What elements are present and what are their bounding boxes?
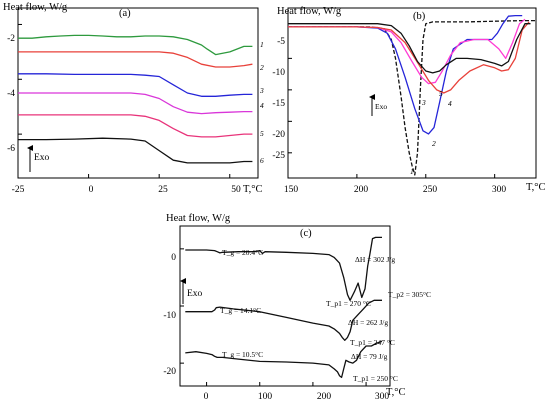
panel-c-xlabel: T,°C	[386, 387, 405, 398]
panel-b-ylabel: Heat flow, W/g	[277, 6, 342, 17]
panel-c-annotations: T_g = 20.4°C ΔH = 302 J/g T_p1 = 270 °C …	[220, 248, 431, 383]
panel-b-xtick-label: 150	[284, 185, 299, 195]
panel-c-xtick-label: 0	[204, 392, 209, 402]
panel-a-series-label: 5	[260, 129, 264, 138]
panel-a-series-line	[18, 34, 253, 56]
panel-a-series-line	[18, 137, 253, 164]
panel-c-ytick-label: 0	[171, 253, 176, 263]
panel-a-xtick-label: 0	[89, 185, 94, 195]
panel-c-series-line	[185, 340, 383, 379]
panel-a-exo-indicator: Exo	[27, 145, 50, 172]
panel-b-series-label: 3	[421, 98, 426, 107]
panel-c-tp1-top: T_p1 = 270 °C	[326, 299, 371, 308]
panel-b-exo-label: Exo	[375, 102, 387, 111]
panel-c-label: (c)	[300, 228, 312, 239]
panel-b-ticks	[287, 26, 496, 178]
panel-c-dh-mid: ΔH = 262 J/g	[348, 318, 388, 327]
panel-b-series-label: 1	[410, 167, 414, 176]
panel-b-series-labels: 1 2 3 4 5	[410, 89, 452, 176]
panel-b-series-label: 4	[448, 99, 452, 108]
panel-a-series-labels: 1 2 3 4 5 6	[259, 40, 264, 165]
panel-c-series	[185, 236, 383, 379]
panel-c-tp2-top: T_p2 = 305°C	[388, 290, 431, 299]
panel-b-series-line	[288, 19, 536, 176]
panel-a: Heat flow, W/g (a) -25 0 25 50 T,°C -2 -…	[3, 2, 264, 195]
panel-c-ytick-label: -20	[163, 367, 176, 377]
panel-c-series-line	[185, 299, 382, 341]
panel-b-series-line	[288, 14, 523, 135]
panel-a-ytick-label: -4	[7, 89, 15, 99]
panel-c-exo-indicator: Exo	[180, 278, 203, 304]
panel-b-ytick-label: -5	[277, 37, 285, 47]
panel-a-xtick-label: 25	[158, 185, 168, 195]
panel-b-series	[288, 14, 536, 176]
panel-a-series-line	[18, 114, 253, 138]
panel-a-xtick-label: 50	[231, 185, 241, 195]
panel-c-tg-top: T_g = 20.4°C	[222, 248, 263, 257]
panel-b-frame	[287, 7, 537, 179]
panel-a-ytick-label: -2	[7, 34, 15, 44]
panel-a-xtick-label: -25	[12, 185, 25, 195]
panel-a-series	[18, 34, 253, 164]
panel-b-ytick-label: -10	[272, 68, 285, 78]
panel-c-ticks	[180, 248, 367, 386]
panel-a-ticks	[17, 23, 231, 178]
panel-c-tp-bot: T_p1 = 250 °C	[353, 374, 398, 383]
panel-a-exo-label: Exo	[34, 153, 50, 163]
panel-a-series-label: 2	[260, 63, 264, 72]
panel-a-series-label: 3	[259, 86, 264, 95]
panel-b-xtick-label: 300	[492, 185, 507, 195]
panel-c-tg-mid: T_g = 14.1°C	[220, 306, 261, 315]
panel-b-series-line	[288, 21, 530, 94]
panel-c-tp-mid: T_p1 = 247 °C	[350, 338, 395, 347]
panel-c-xtick-label: 300	[375, 392, 390, 402]
panel-c-tg-bot: T_g = 10.5°C	[222, 350, 263, 359]
panel-b-xtick-label: 250	[423, 185, 438, 195]
panel-a-ytick-label: -6	[7, 144, 15, 154]
panel-c-exo-label: Exo	[187, 289, 203, 299]
panel-b-xtick-label: 200	[354, 185, 369, 195]
panel-b-exo-indicator: Exo	[369, 94, 387, 116]
panel-b-series-label: 2	[432, 139, 436, 148]
panel-c-ytick-label: -10	[163, 311, 176, 321]
panel-a-label: (a)	[119, 8, 131, 19]
panel-b-ytick-label: -20	[272, 130, 285, 140]
panel-c-xtick-label: 100	[258, 392, 273, 402]
panel-a-series-label: 4	[260, 101, 264, 110]
panel-b-series-line	[288, 23, 531, 74]
panel-b-ytick-label: -15	[272, 99, 285, 109]
panel-c: Heat flow, W/g (c) 0 100 200 300 T,°C 0 …	[163, 213, 431, 402]
panel-a-series-line	[18, 73, 253, 97]
panel-c-ylabel: Heat flow, W/g	[166, 213, 231, 224]
panel-b: Heat flow, W/g (b) 150 200 250 300 T,°C …	[272, 6, 545, 195]
panel-b-ytick-label: -25	[272, 151, 285, 161]
panel-c-series-line	[185, 236, 382, 301]
panel-b-series-label: 5	[439, 89, 443, 98]
panel-c-xtick-label: 200	[317, 392, 332, 402]
panel-b-xlabel: T,°C	[526, 182, 545, 193]
panel-b-series-line	[288, 18, 526, 85]
panel-a-series-line	[18, 92, 253, 115]
panel-b-label: (b)	[413, 11, 426, 22]
panel-a-series-line	[18, 51, 253, 68]
panel-a-series-label: 6	[260, 156, 264, 165]
panel-a-series-label: 1	[260, 40, 264, 49]
panel-a-xlabel: T,°C	[243, 184, 262, 195]
panel-c-dh-bot: ΔH = 79 J/g	[351, 352, 388, 361]
panel-c-dh-top: ΔH = 302 J/g	[355, 255, 395, 264]
